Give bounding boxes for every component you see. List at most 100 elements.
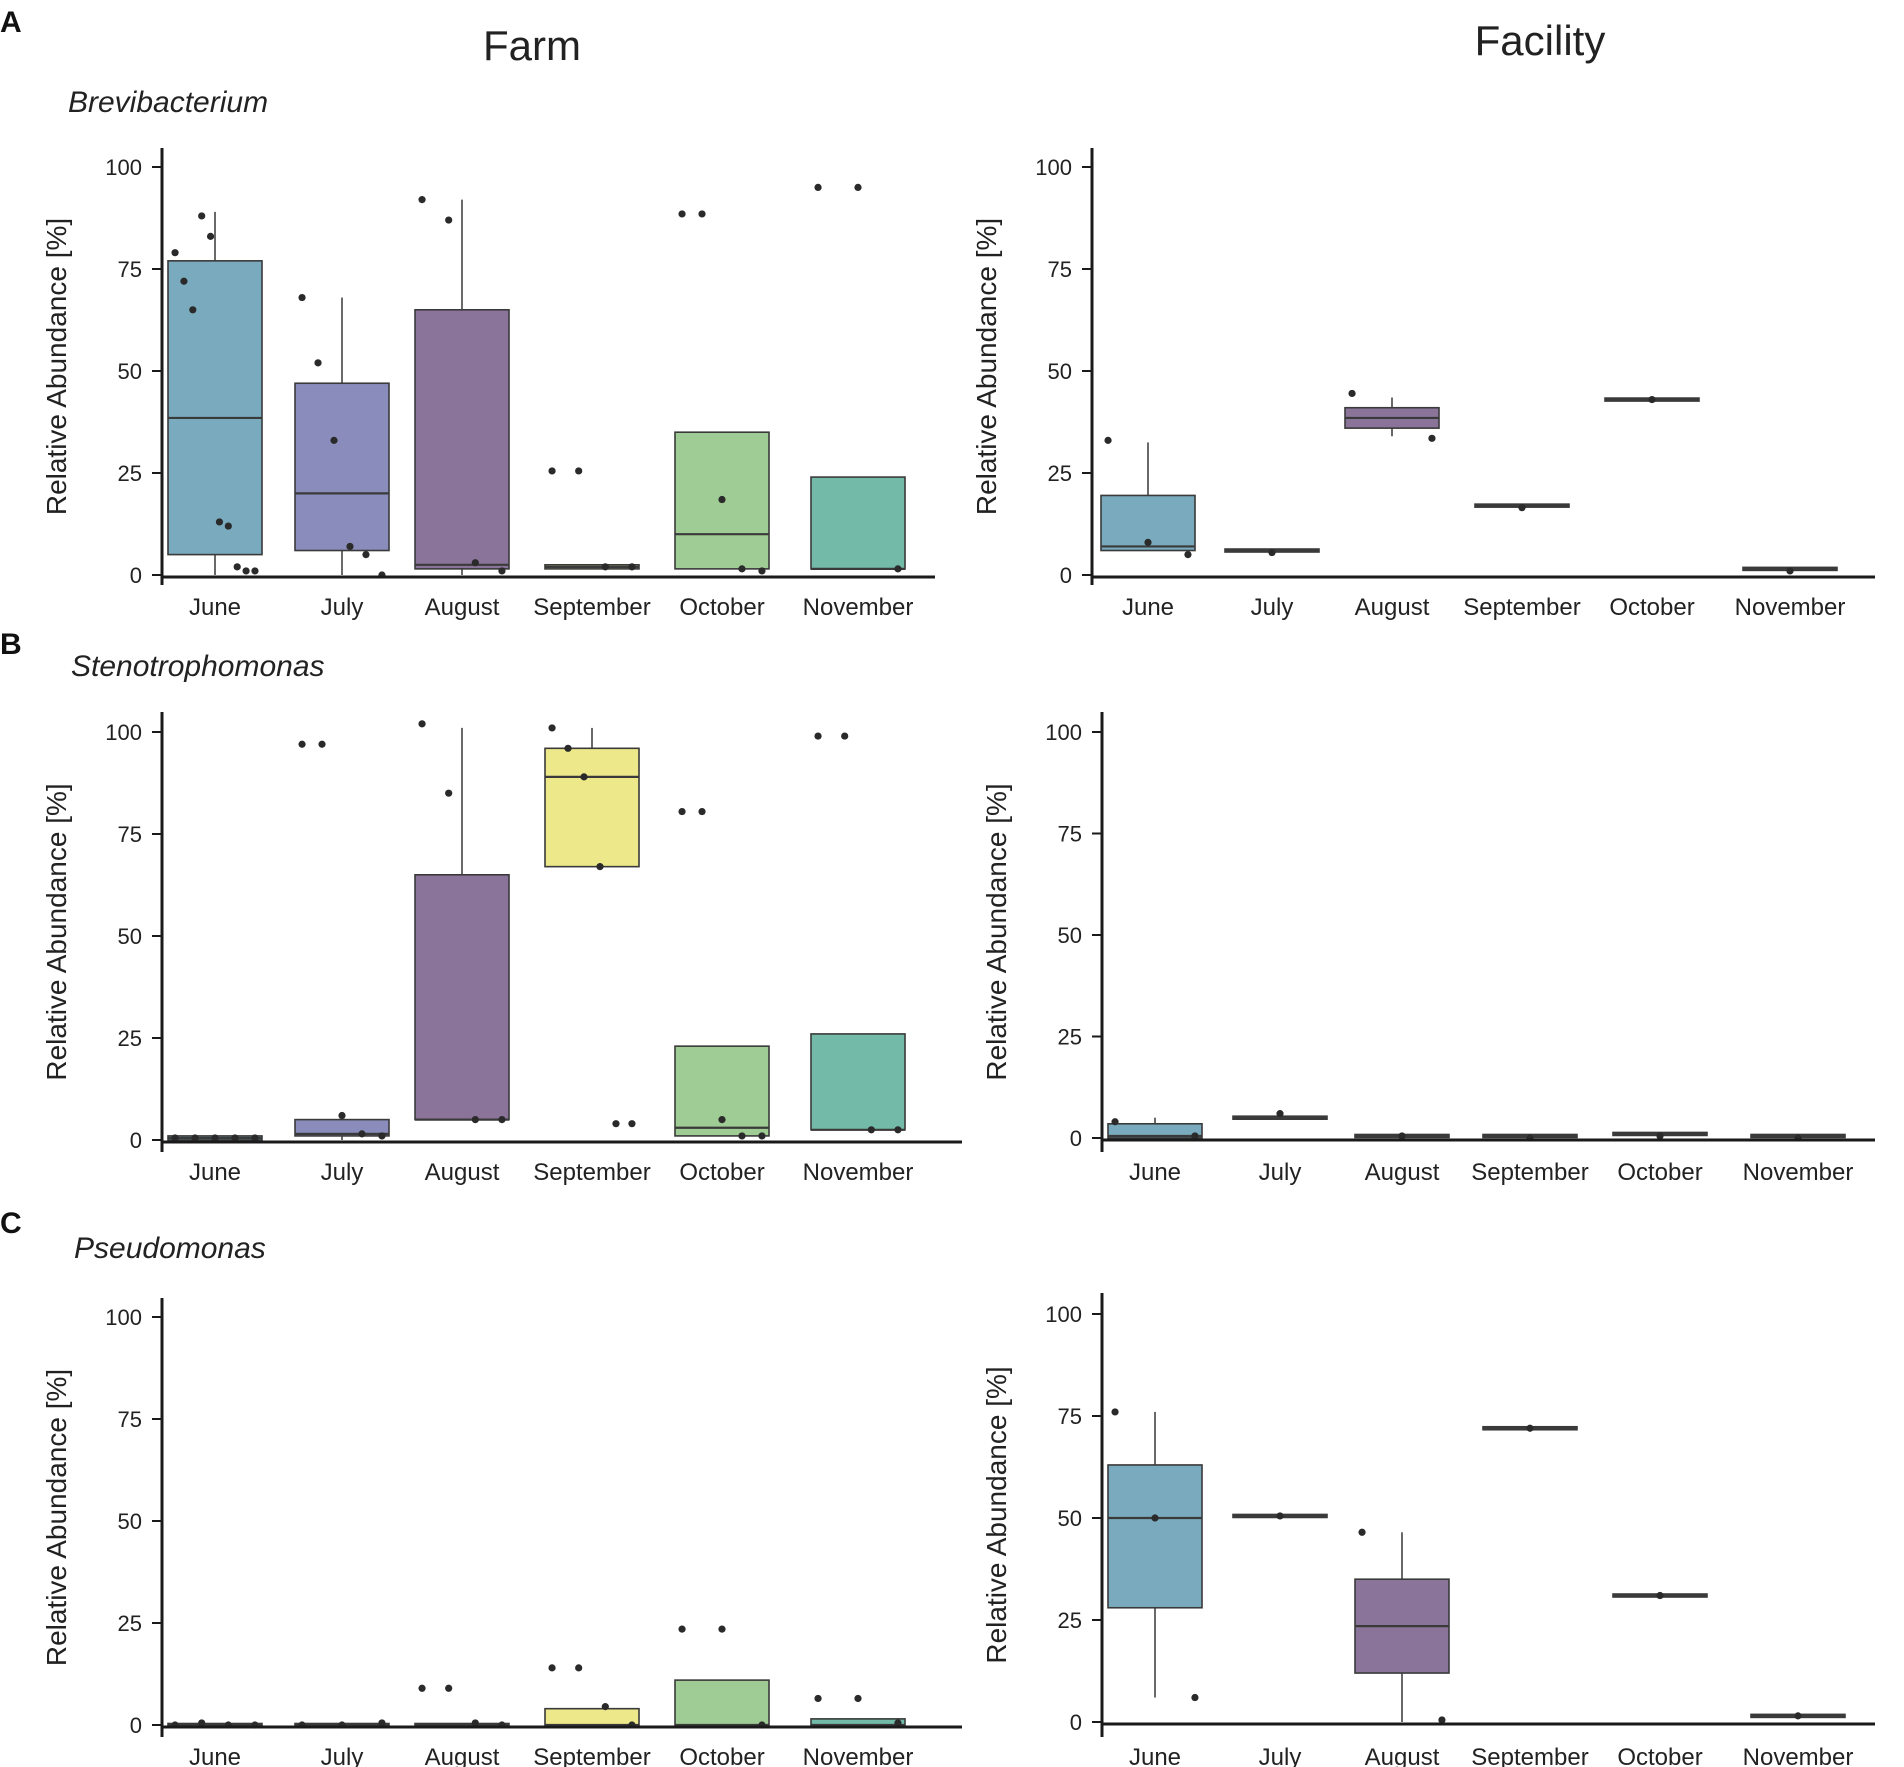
box-iqr	[544, 747, 640, 868]
box-september	[544, 467, 640, 571]
box-iqr	[1107, 1122, 1203, 1139]
x-tick-label-november: November	[1743, 1159, 1854, 1186]
data-point	[814, 183, 822, 191]
box-november	[810, 732, 906, 1134]
box-iqr	[1107, 1464, 1203, 1609]
x-tick-label-june: June	[189, 594, 241, 621]
box-june	[1100, 436, 1196, 559]
y-tick-label: 100	[105, 720, 142, 745]
box-october	[1612, 1591, 1708, 1600]
data-point	[298, 293, 306, 302]
data-point	[1438, 1716, 1446, 1724]
box-november	[1750, 1712, 1846, 1720]
y-tick-label: 50	[118, 359, 142, 384]
box-iqr	[414, 873, 510, 1121]
x-tick-label-july: July	[1259, 1744, 1302, 1767]
x-tick-label-october: October	[1617, 1744, 1702, 1767]
data-point	[548, 724, 556, 732]
box-november	[1742, 566, 1838, 575]
y-tick-label: 75	[1058, 822, 1082, 847]
x-tick-label-october: October	[679, 594, 764, 621]
box-october	[674, 210, 770, 575]
data-point	[601, 1703, 609, 1711]
data-point	[1191, 1693, 1199, 1702]
data-point	[580, 773, 588, 781]
data-point	[180, 277, 188, 285]
data-point	[854, 1694, 862, 1703]
data-point	[1144, 538, 1152, 546]
data-point	[1358, 1528, 1366, 1536]
x-tick-label-november: November	[1743, 1744, 1854, 1767]
genus-label-pseudomonas: Pseudomonas	[74, 1232, 266, 1265]
data-point	[445, 1684, 453, 1692]
y-tick-label: 100	[105, 155, 142, 180]
data-point	[1656, 1132, 1664, 1140]
data-point	[841, 732, 849, 740]
x-tick-label-july: July	[321, 594, 364, 621]
x-tick-label-october: October	[1609, 594, 1694, 621]
panel-letter-c: C	[0, 1207, 22, 1240]
y-tick-label: 50	[1048, 359, 1072, 384]
box-june	[167, 211, 263, 575]
box-august	[1354, 1132, 1450, 1140]
y-axis-label: Relative Abundance [%]	[41, 783, 72, 1080]
data-point	[698, 807, 706, 816]
data-point	[378, 1719, 386, 1727]
y-tick-label: 25	[118, 1026, 142, 1051]
data-point	[1398, 1132, 1406, 1140]
data-point	[718, 1116, 726, 1124]
data-point	[362, 551, 370, 559]
box-iqr	[544, 1707, 640, 1726]
data-point	[211, 1134, 219, 1142]
data-point	[231, 1134, 239, 1142]
y-tick-label: 75	[1058, 1404, 1082, 1429]
data-point	[418, 720, 426, 728]
y-axis-label: Relative Abundance [%]	[41, 1369, 72, 1666]
data-point	[814, 1694, 822, 1703]
chart-brevibacterium-facility: Relative Abundance [%] 0 25 50 75 100 June July…	[971, 148, 1875, 621]
data-point	[171, 249, 179, 257]
data-point	[318, 740, 326, 748]
x-tick-label-june: June	[189, 1159, 241, 1186]
x-tick-label-august: August	[1365, 1159, 1440, 1186]
y-tick-label: 50	[118, 1509, 142, 1534]
x-tick-label-june: June	[189, 1744, 241, 1767]
y-tick-label: 25	[1058, 1025, 1082, 1050]
y-axis-label: Relative Abundance [%]	[981, 783, 1012, 1080]
x-tick-label-september: September	[1471, 1744, 1588, 1767]
x-tick-label-september: September	[1463, 594, 1580, 621]
data-point	[548, 1664, 556, 1672]
data-point	[1191, 1132, 1199, 1140]
data-point	[698, 210, 706, 218]
data-point	[338, 1111, 346, 1120]
data-point	[1348, 389, 1356, 398]
box-august	[414, 720, 510, 1124]
data-point	[718, 1625, 726, 1633]
data-point	[1276, 1512, 1284, 1520]
box-june	[1107, 1408, 1203, 1702]
y-tick-label: 0	[130, 1128, 142, 1153]
data-point	[1428, 434, 1436, 442]
data-point	[758, 567, 766, 575]
data-point	[1276, 1110, 1284, 1118]
chart-pseudomonas-facility: Relative Abundance [%] 0 25 50 75 100 June July…	[981, 1293, 1875, 1767]
box-september	[1474, 503, 1570, 512]
data-point	[628, 1120, 636, 1128]
box-october	[1604, 395, 1700, 404]
data-point	[564, 744, 572, 752]
data-point	[854, 183, 862, 191]
y-tick-label: 75	[118, 1407, 142, 1432]
box-october	[674, 807, 770, 1140]
data-point	[1268, 548, 1276, 557]
genus-label-stenotrophomonas: Stenotrophomonas	[71, 650, 325, 683]
x-tick-label-september: September	[1471, 1159, 1588, 1186]
data-point	[1786, 567, 1794, 575]
panel-letter-a: A	[0, 6, 22, 39]
data-point	[498, 1116, 506, 1124]
data-point	[346, 542, 354, 551]
box-november	[810, 1694, 906, 1727]
box-october	[1612, 1131, 1708, 1140]
data-point	[445, 789, 453, 797]
data-point	[498, 567, 506, 575]
